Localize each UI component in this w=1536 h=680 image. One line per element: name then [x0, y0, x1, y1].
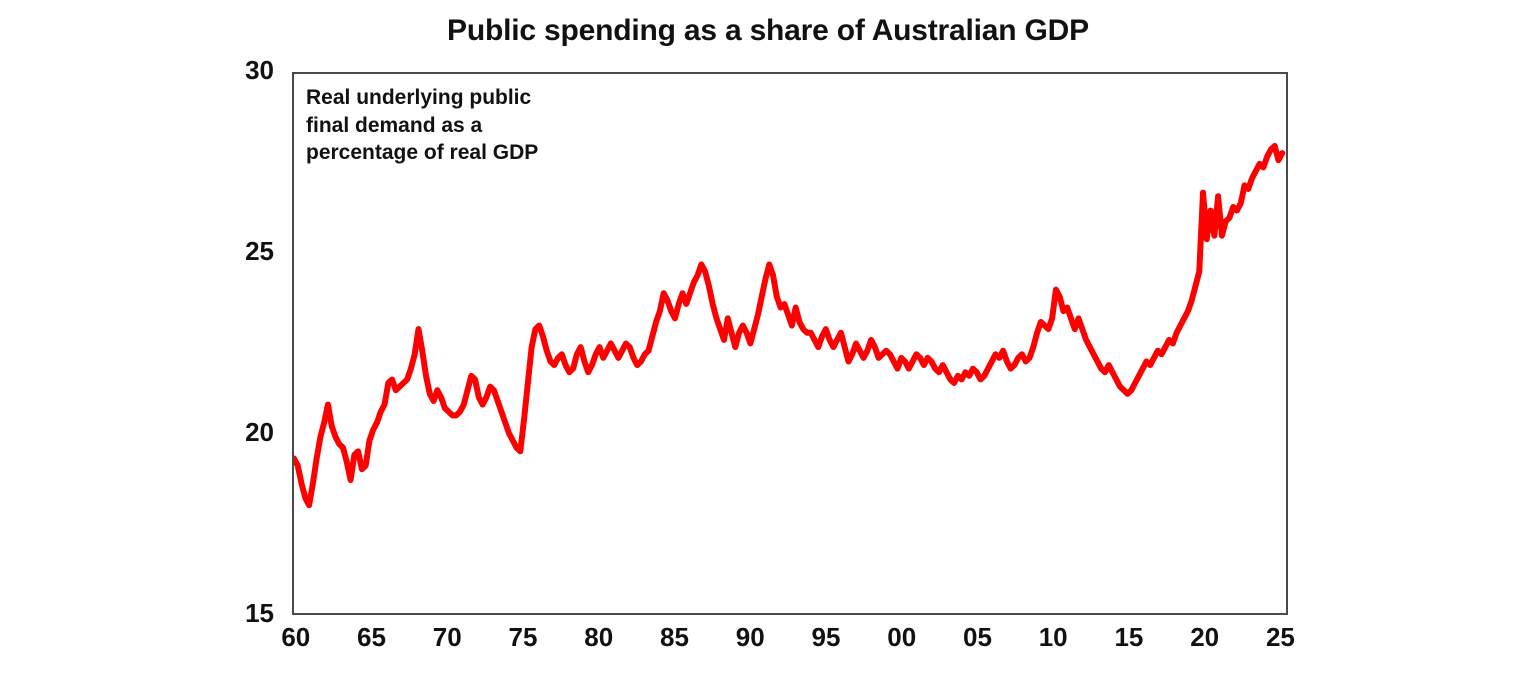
x-axis-tick-80: 80: [584, 622, 614, 652]
annotation-line-3: percentage of real GDP: [306, 141, 539, 165]
x-axis-tick-90: 90: [735, 622, 765, 652]
y-axis-tick-15: 15: [245, 598, 274, 628]
x-axis-tick-10: 10: [1038, 622, 1068, 652]
y-axis-tick-30: 30: [245, 55, 274, 85]
series-annotation: Real underlying public final demand as a…: [306, 84, 686, 167]
public-demand-line: [294, 142, 1286, 509]
x-axis-tick-60: 60: [281, 622, 311, 652]
x-axis-tick-25: 25: [1265, 622, 1295, 652]
x-axis-tick-20: 20: [1190, 622, 1220, 652]
x-axis-tick-15: 15: [1114, 622, 1144, 652]
page-title: Public spending as a share of Australian…: [447, 14, 1089, 47]
plot-area: [292, 72, 1288, 615]
y-axis-tick-20: 20: [245, 417, 274, 447]
annotation-line-2: final demand as a: [306, 113, 483, 137]
x-axis-tick-85: 85: [660, 622, 689, 652]
annotation-line-1: Real underlying public: [306, 86, 532, 109]
x-axis-tick-75: 75: [508, 622, 538, 652]
series-canvas: [294, 142, 1286, 509]
x-axis-tick-05: 05: [962, 622, 992, 652]
x-axis-tick-65: 65: [357, 622, 386, 652]
y-axis-tick-25: 25: [245, 236, 274, 266]
x-axis-tick-95: 95: [811, 622, 841, 652]
x-axis-tick-00: 00: [887, 622, 917, 652]
x-axis-tick-70: 70: [432, 622, 462, 652]
